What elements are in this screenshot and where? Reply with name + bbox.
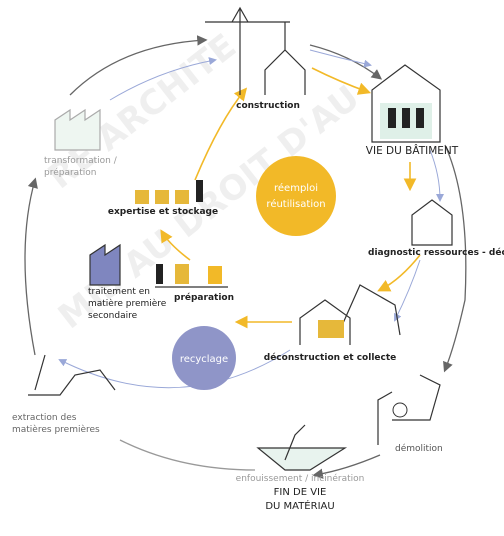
reuse-circle [256, 156, 336, 236]
label: réutilisation [266, 198, 325, 210]
label: enfouissement / incinération [236, 473, 365, 484]
label: DU MATÉRIAU [265, 499, 334, 512]
label: diagnostic ressources - déchets [368, 247, 504, 258]
label: extraction des [12, 413, 77, 423]
label: secondaire [88, 311, 138, 321]
label: traitement en [88, 287, 150, 297]
label: matières premières [12, 424, 100, 435]
label: démolition [395, 443, 443, 454]
label: réemploi [274, 182, 318, 194]
label: recyclage [180, 354, 228, 365]
label: VIE DU BÂTIMENT [366, 144, 459, 157]
label: déconstruction et collecte [264, 352, 397, 363]
label: préparation [174, 292, 234, 303]
label: FIN DE VIE [274, 487, 327, 498]
label: transformation / [44, 156, 118, 166]
label: expertise et stockage [108, 207, 218, 217]
lifecycle-diagram: RE ARCHITE MIS AU DROIT D'AU [0, 0, 504, 536]
label: matière première [88, 298, 167, 309]
label: préparation [44, 167, 96, 178]
label: construction [236, 101, 300, 111]
